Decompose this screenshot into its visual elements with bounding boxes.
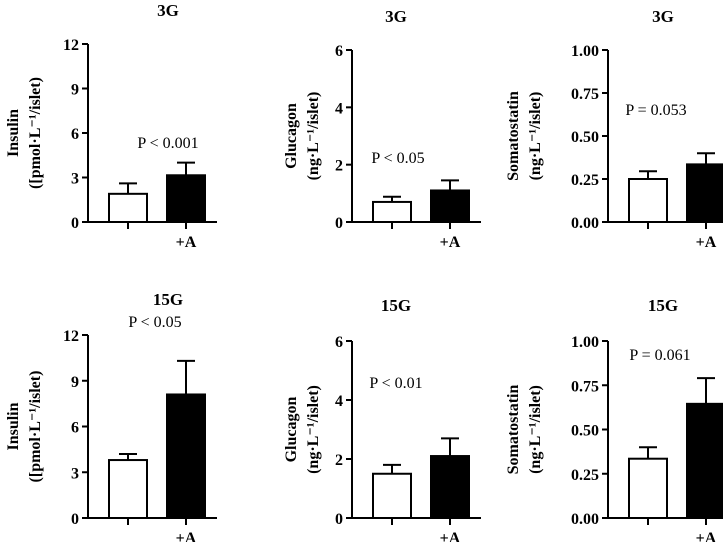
y-tick-label: 0.75 [571,86,599,103]
y-tick-label: 2 [335,158,343,175]
y-axis-label-line2: (ng·L⁻¹/islet) [527,385,544,474]
y-tick-label: 0 [71,215,79,232]
chart-title: 3G [652,7,674,26]
bar [686,402,723,519]
p-value-annotation: P < 0.05 [128,314,181,331]
y-tick-label: 9 [71,374,79,391]
y-tick-label: 2 [335,452,343,469]
y-tick-label: 0 [335,215,343,232]
x-tick-label: +A [440,530,461,542]
p-value-annotation: P < 0.05 [371,150,424,167]
chart-title: 15G [153,290,183,309]
x-tick-label: +A [440,234,461,251]
bar [108,192,148,223]
y-axis-label-line2: (ng·L⁻¹/islet) [305,92,322,181]
y-tick-label: 6 [335,43,343,60]
y-tick-label: 0.50 [571,423,599,440]
y-tick-label: 4 [335,100,343,117]
bar [372,472,412,519]
bar [628,178,668,223]
y-tick-label: 6 [335,334,343,351]
y-tick-label: 9 [71,82,79,99]
y-tick-label: 4 [335,393,343,410]
y-tick-label: 0.50 [571,129,599,146]
x-tick-label: +A [176,234,197,251]
bar [166,393,206,520]
bar [108,459,148,519]
x-tick-label: +A [176,530,197,542]
y-tick-label: 0.25 [571,467,599,484]
y-tick-label: 1.00 [571,334,599,351]
y-axis-label-line2: (ng·L⁻¹/islet) [305,385,322,474]
y-axis-label-line1: Insulin [5,109,22,157]
y-tick-label: 0 [71,511,79,528]
y-tick-label: 6 [71,126,79,143]
y-axis-label-line2: (ng·L⁻¹/islet) [527,92,544,181]
y-tick-label: 3 [71,171,79,188]
y-tick-label: 12 [63,37,79,54]
bar [686,163,723,224]
bar [628,457,668,519]
bar [166,174,206,223]
y-axis-label-line1: Insulin [5,402,22,450]
y-tick-label: 1.00 [571,43,599,60]
y-tick-label: 0.00 [571,215,599,232]
bar [430,189,470,223]
x-tick-label: +A [696,234,717,251]
y-axis-label-line1: Glucagon [283,397,300,463]
y-tick-label: 3 [71,465,79,482]
chart-title: 3G [385,7,407,26]
p-value-annotation: P < 0.01 [369,375,422,392]
y-tick-label: 6 [71,420,79,437]
y-tick-label: 12 [63,328,79,345]
y-axis-label-line1: Somatostatin [505,385,522,475]
bar [430,455,470,519]
y-tick-label: 0 [335,511,343,528]
y-tick-label: 0.75 [571,378,599,395]
bar [372,200,412,223]
chart-title: 3G [157,1,179,20]
y-axis-label-line1: Glucagon [283,103,300,169]
y-axis-label-line1: Somatostatin [505,91,522,181]
y-tick-label: 0.25 [571,172,599,189]
y-axis-label-line2: ([pmol·L⁻¹/islet) [27,77,44,189]
y-tick-label: 0.00 [571,511,599,528]
x-tick-label: +A [696,530,717,542]
p-value-annotation: P = 0.061 [629,347,690,364]
y-axis-label-line2: ([pmol·L⁻¹/islet) [27,371,44,483]
p-value-annotation: P < 0.001 [137,135,198,152]
chart-title: 15G [648,296,678,315]
chart-title: 15G [381,296,411,315]
p-value-annotation: P = 0.053 [625,102,686,119]
